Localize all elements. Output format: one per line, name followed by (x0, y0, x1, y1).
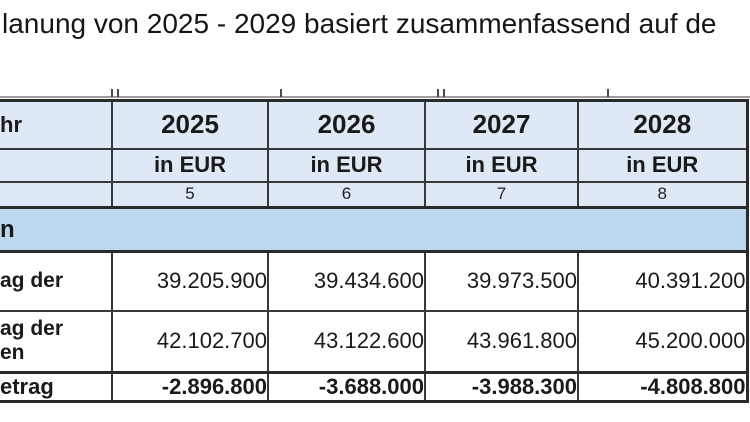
year-row-label: hr (0, 99, 113, 150)
row-label: ag der (0, 250, 113, 312)
unit-cell: in EUR (267, 147, 426, 183)
value-cell: 42.102.700 (111, 309, 269, 374)
value-cell: -3.688.000 (267, 371, 426, 403)
column-index-cell: 7 (424, 180, 579, 209)
value-cell: 39.434.600 (267, 250, 426, 312)
gridline-tick (443, 89, 445, 97)
row-label: etrag (0, 371, 113, 403)
row-label-line1: ag der (0, 269, 64, 293)
gridline-tick (117, 89, 119, 97)
document-title: lanung von 2025 - 2029 basiert zusammenf… (2, 8, 717, 39)
gridline-tick (280, 89, 282, 97)
value-cell: -3.988.300 (424, 371, 579, 403)
gridline-tick (111, 89, 113, 97)
gridline-tick (437, 89, 439, 97)
row-label-line1: ag der (0, 317, 64, 341)
value-cell: 43.122.600 (267, 309, 426, 374)
value-cell: 39.973.500 (424, 250, 579, 312)
year-header-2025: 2025 (111, 99, 269, 150)
year-header-2027: 2027 (424, 99, 579, 150)
value-cell: 43.961.800 (424, 309, 579, 374)
year-header-2026: 2026 (267, 99, 426, 150)
index-row-label-empty (0, 180, 113, 209)
column-index-cell: 8 (577, 180, 749, 209)
table-row-column-index: 5 6 7 8 (0, 180, 749, 209)
table-row: ag der en 42.102.700 43.122.600 43.961.8… (0, 309, 749, 374)
table-row-years: hr 2025 2026 2027 2028 (0, 99, 749, 150)
financial-plan-table: hr 2025 2026 2027 2028 in EUR in EUR in … (0, 99, 749, 403)
table-row-section-header: n (0, 206, 749, 253)
table-row-units: in EUR in EUR in EUR in EUR (0, 147, 749, 183)
unit-row-label-empty (0, 147, 113, 183)
table-row: ag der 39.205.900 39.434.600 39.973.500 … (0, 250, 749, 312)
value-cell: 45.200.000 (577, 309, 749, 374)
row-label-line2: en (0, 341, 25, 365)
section-header-label: n (0, 206, 749, 253)
value-cell: -2.896.800 (111, 371, 269, 403)
row-label: ag der en (0, 309, 113, 374)
table-top-gridline (0, 96, 750, 98)
year-header-2028: 2028 (577, 99, 749, 150)
column-index-cell: 6 (267, 180, 426, 209)
value-cell: 39.205.900 (111, 250, 269, 312)
value-cell: 40.391.200 (577, 250, 749, 312)
gridline-tick (607, 89, 609, 97)
column-index-cell: 5 (111, 180, 269, 209)
unit-cell: in EUR (577, 147, 749, 183)
table-row-total: etrag -2.896.800 -3.688.000 -3.988.300 -… (0, 371, 749, 403)
value-cell: -4.808.800 (577, 371, 749, 403)
unit-cell: in EUR (111, 147, 269, 183)
unit-cell: in EUR (424, 147, 579, 183)
